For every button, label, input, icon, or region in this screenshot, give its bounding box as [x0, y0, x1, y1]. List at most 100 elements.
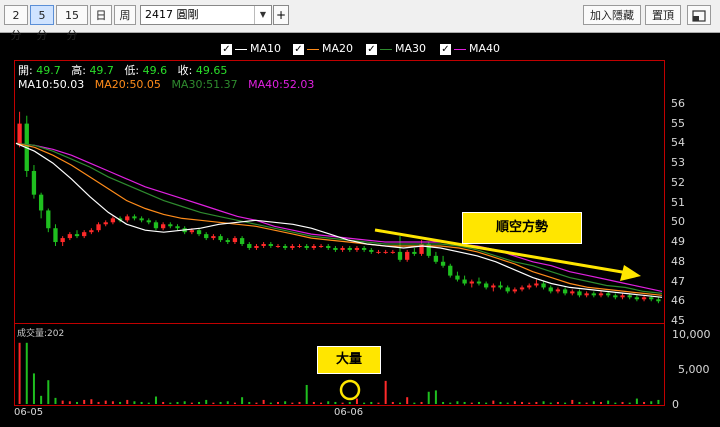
volume-bar [119, 401, 122, 404]
volume-bar [549, 402, 552, 404]
price-tick: 52 [671, 175, 685, 189]
candle-body [318, 245, 324, 247]
volume-bar [406, 397, 409, 404]
candle-body [60, 238, 65, 243]
tab-2min[interactable]: 2分 [4, 5, 28, 42]
volume-bar [621, 401, 624, 404]
candle-body [462, 279, 467, 284]
volume-bar [607, 400, 610, 404]
volume-bar [355, 398, 358, 404]
volume-bar [348, 401, 351, 404]
ma-line-ma30 [15, 142, 663, 294]
add-hidden-button[interactable]: 加入隱藏 [583, 5, 641, 25]
candle-body [74, 234, 80, 237]
ma-line-ma10 [15, 142, 663, 298]
tab-day[interactable]: 日 [90, 5, 112, 25]
tab-5min[interactable]: 5分 [30, 5, 54, 42]
ma-readout: MA10:50.03 MA20:50.05 MA30:51.37 MA40:52… [18, 78, 315, 91]
volume-bar [513, 401, 516, 404]
candle-body [376, 251, 381, 253]
candle-body [519, 287, 525, 290]
volume-bar [327, 401, 330, 404]
add-stock-button[interactable]: + [273, 5, 289, 25]
volume-bar [190, 402, 193, 404]
checkbox-icon[interactable]: ✓ [221, 43, 232, 55]
stock-select[interactable]: 2417 圓剛 ▼ [140, 5, 272, 25]
volume-bar [269, 402, 272, 404]
candle-body [139, 218, 144, 221]
volume-bar [434, 390, 437, 404]
volume-bar [334, 401, 337, 404]
volume-bar [25, 342, 28, 404]
volume-bar [477, 401, 480, 404]
candle-body [168, 224, 173, 227]
legend-ma40[interactable]: ✓ MA40 [440, 42, 500, 55]
volume-bar [162, 401, 165, 404]
candle-body [405, 251, 410, 260]
candle-body [598, 293, 604, 296]
legend-ma30[interactable]: ✓ MA30 [366, 42, 426, 55]
volume-bar [499, 401, 502, 404]
price-tick: 50 [671, 215, 685, 229]
candle-body [232, 238, 238, 243]
volume-bar [198, 401, 201, 404]
candle-body [440, 261, 446, 266]
candle-body [591, 293, 596, 296]
volume-bar [463, 401, 466, 404]
candle-body [412, 251, 417, 254]
volume-bar [384, 380, 387, 404]
volume-bar [76, 401, 79, 404]
volume-bar [614, 402, 617, 404]
volume-bar [571, 399, 574, 404]
volume-bar [420, 401, 423, 404]
trend-callout: 順空方勢 [462, 212, 582, 244]
tab-15min[interactable]: 15分 [56, 5, 88, 42]
chevron-down-icon[interactable]: ▼ [254, 6, 271, 24]
candle-body [67, 234, 72, 239]
candle-body [268, 244, 273, 246]
volume-bar [413, 402, 416, 404]
volume-bar [377, 402, 380, 404]
checkbox-icon[interactable]: ✓ [293, 43, 304, 55]
volume-bar [470, 402, 473, 404]
candle-body [541, 283, 546, 288]
popout-icon[interactable] [687, 5, 711, 25]
ohlc-readout: 開: 49.7 高: 49.7 低: 49.6 收: 49.65 [18, 64, 228, 77]
candle-body [218, 236, 223, 241]
volume-bar [104, 400, 107, 404]
volume-bar [578, 401, 581, 404]
legend-ma20[interactable]: ✓ MA20 [293, 42, 353, 55]
tab-week[interactable]: 周 [114, 5, 136, 25]
volume-tick: 5,000 [678, 363, 710, 376]
volume-bar [521, 401, 524, 404]
candle-body [634, 297, 640, 300]
candle-body [354, 247, 360, 250]
candle-body [613, 295, 618, 298]
candle-body [146, 220, 151, 223]
volume-bar [628, 402, 631, 404]
pin-top-button[interactable]: 置頂 [645, 5, 681, 25]
candle-body [649, 297, 654, 300]
candle-body [96, 224, 101, 231]
price-tick: 45 [671, 314, 685, 327]
volume-bar [147, 402, 150, 404]
candle-body [491, 285, 496, 288]
candle-body [125, 216, 130, 221]
legend-ma10[interactable]: ✓ MA10 [221, 42, 281, 55]
volume-bar [154, 396, 157, 404]
candle-body [153, 222, 159, 229]
candle-body [534, 283, 539, 286]
candle-body [283, 245, 288, 248]
checkbox-icon[interactable]: ✓ [440, 43, 451, 55]
candle-body [340, 247, 345, 250]
candle-body [204, 234, 209, 239]
candle-body [53, 228, 58, 243]
volume-bar [18, 342, 21, 404]
checkbox-icon[interactable]: ✓ [366, 43, 377, 55]
date-label: 06-06 [334, 407, 364, 418]
candle-body [527, 285, 532, 288]
volume-bar [592, 401, 595, 404]
candle-body [627, 295, 632, 298]
volume-bar [183, 401, 186, 404]
candle-body [555, 289, 561, 292]
